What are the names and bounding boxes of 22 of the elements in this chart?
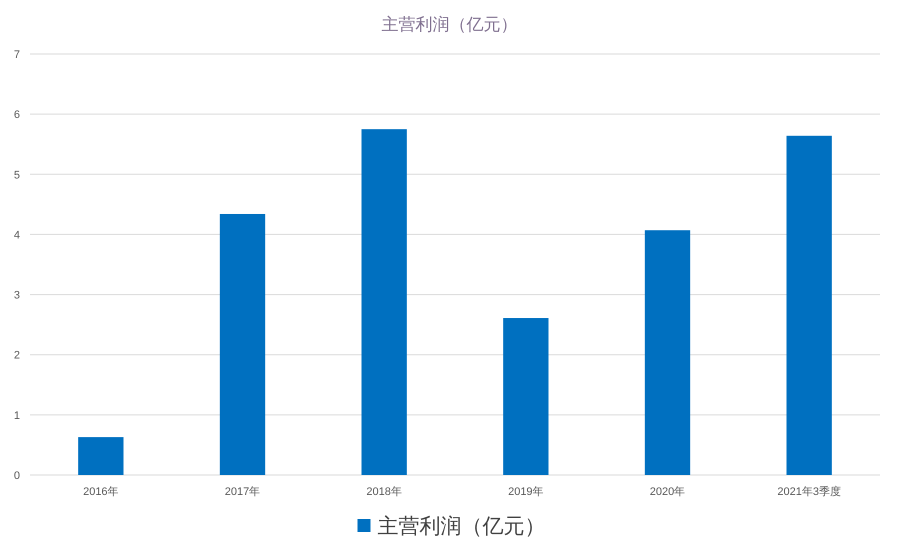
bar [78, 437, 124, 475]
x-tick-label: 2018年 [366, 486, 402, 498]
y-tick-label: 6 [14, 109, 20, 122]
x-tick-label: 2021年3季度 [777, 485, 841, 498]
y-tick-label: 4 [14, 229, 20, 242]
y-tick-label: 3 [14, 290, 20, 302]
bar [786, 136, 832, 475]
x-tick-label: 2017年 [224, 486, 260, 498]
y-tick-label: 5 [14, 169, 20, 182]
bar [503, 318, 548, 475]
bar [362, 129, 407, 475]
y-tick-label: 1 [14, 410, 20, 422]
bar [644, 230, 690, 475]
x-tick-label: 2016年 [83, 486, 119, 498]
x-tick-label: 2020年 [650, 486, 686, 498]
y-tick-label: 7 [14, 49, 20, 61]
y-tick-label: 0 [14, 470, 20, 482]
legend-label: 主营利润（亿元） [378, 515, 546, 538]
x-tick-label: 2019年 [508, 486, 544, 498]
chart-title: 主营利润（亿元） [382, 15, 518, 34]
bar [220, 214, 266, 475]
y-tick-label: 2 [14, 350, 20, 362]
